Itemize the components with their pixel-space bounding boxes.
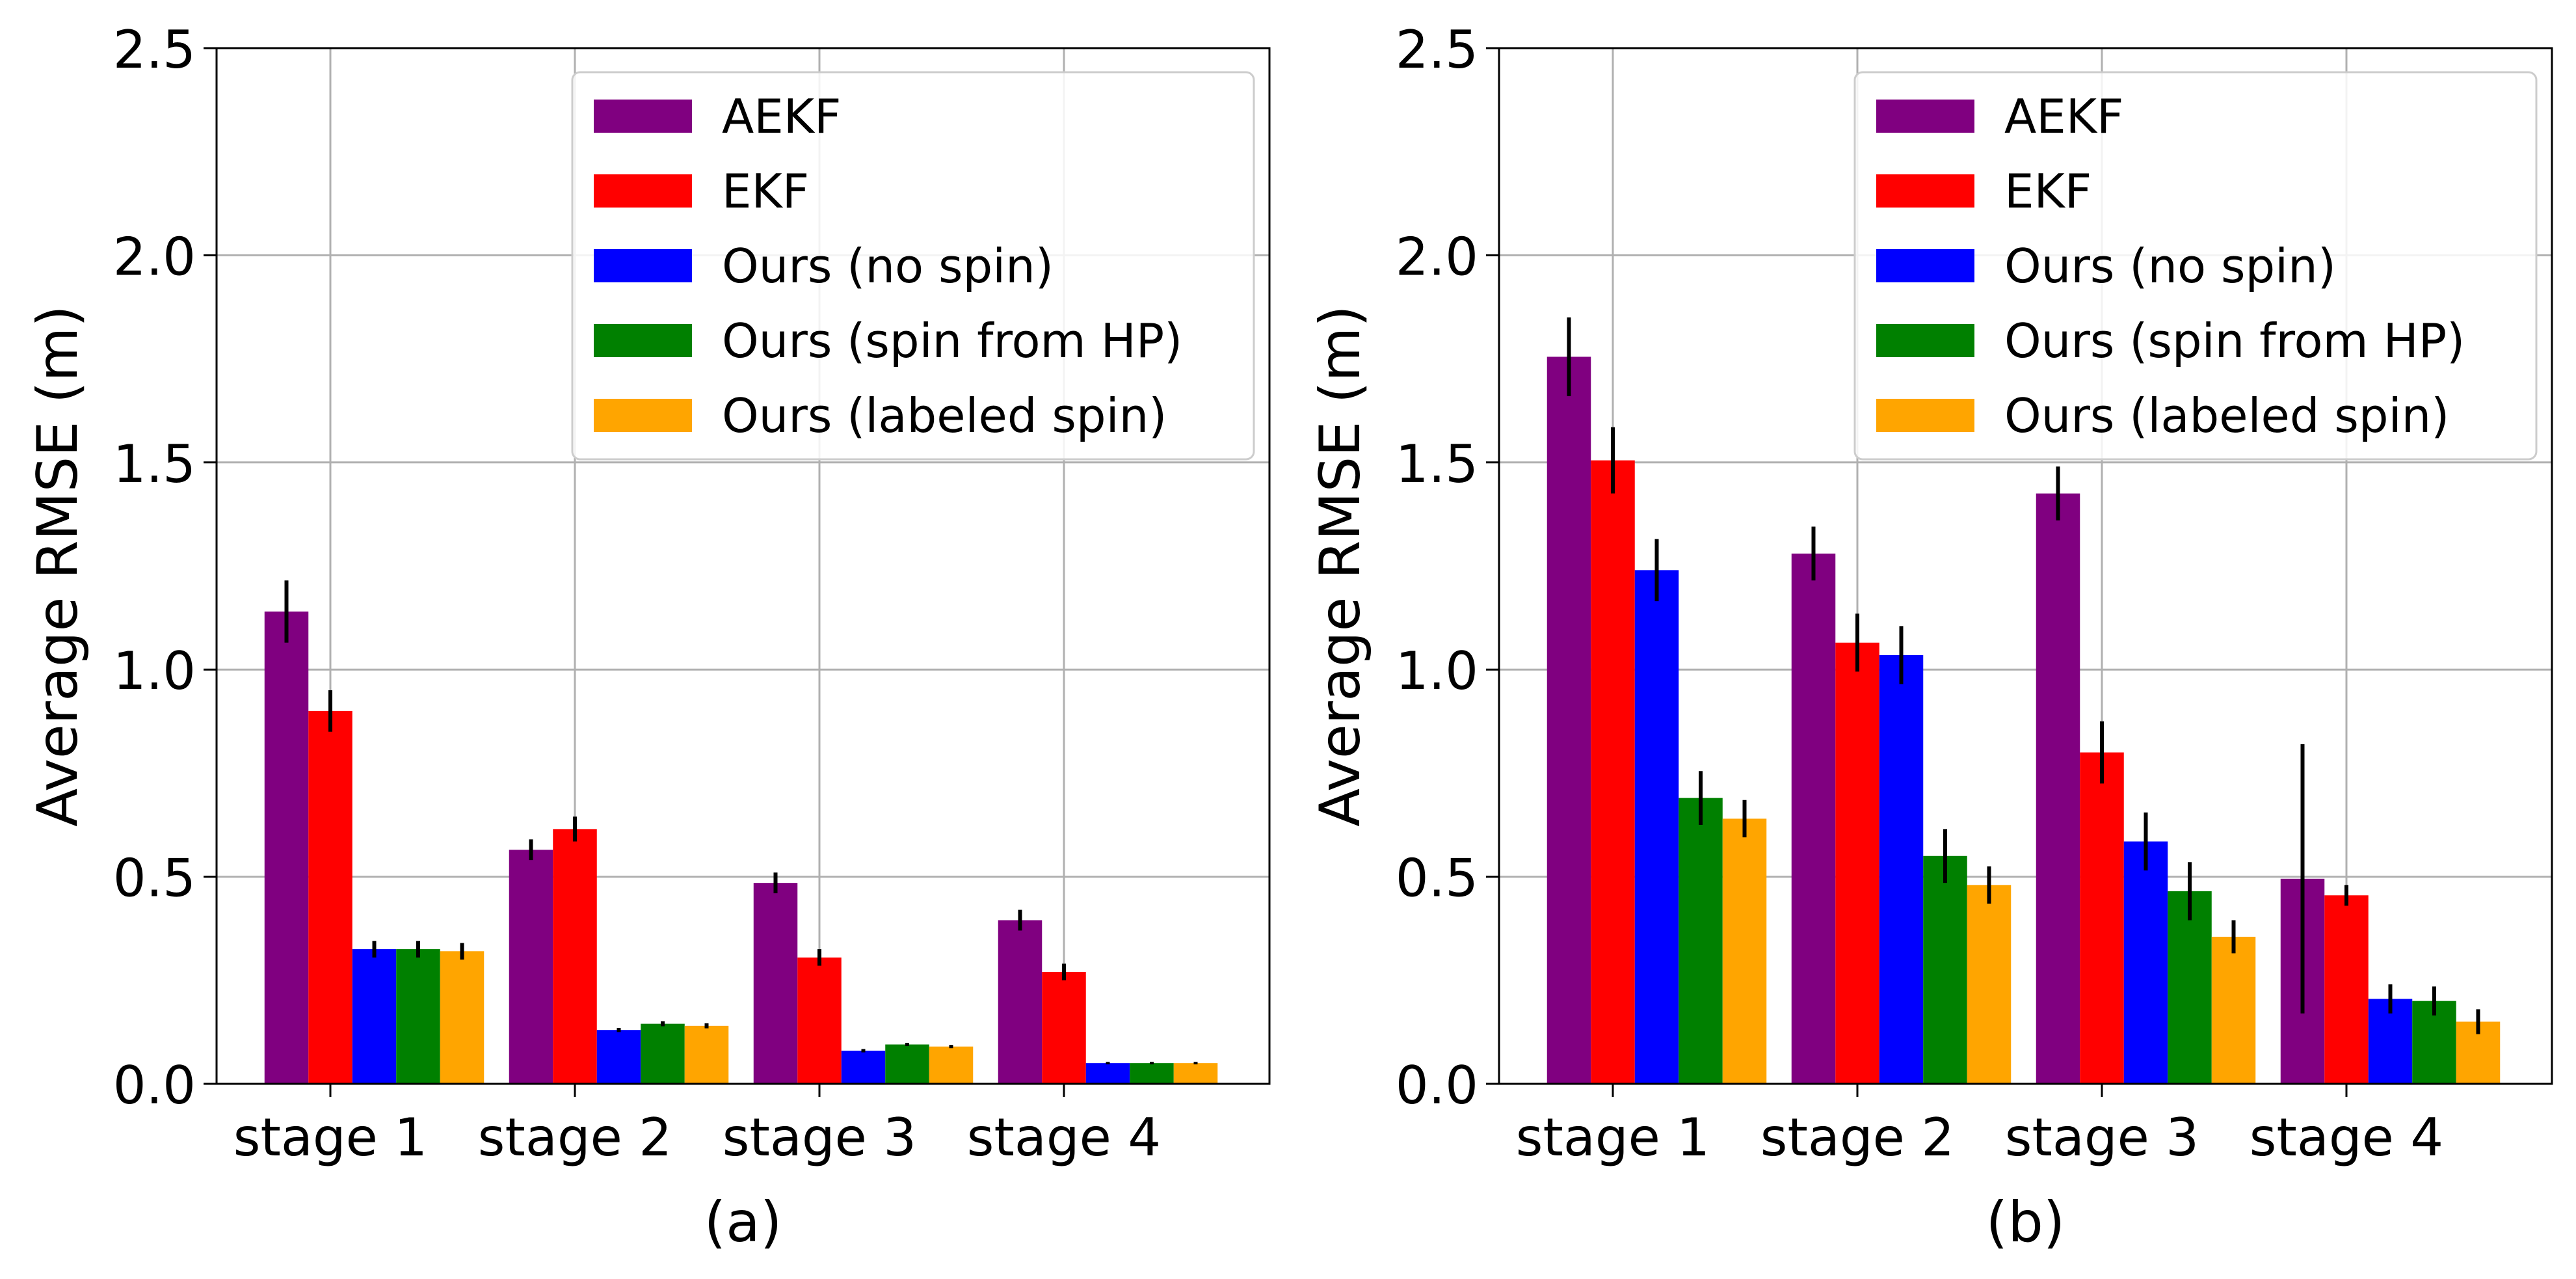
- legend-label: EKF: [2004, 164, 2091, 219]
- legend-box: [571, 71, 1255, 461]
- legend-box: [1853, 71, 2538, 461]
- bar-aekf-stage-4: [998, 920, 1042, 1084]
- legend-swatch-aekf: [1876, 100, 1974, 133]
- legend-label: Ours (spin from HP): [2004, 314, 2465, 368]
- bar-aekf-stage-2: [1791, 553, 1836, 1084]
- bar-ekf-stage-1: [308, 710, 352, 1084]
- y-axis-label: Average RMSE (m): [25, 305, 90, 827]
- legend-swatch-ours-no-spin: [594, 249, 692, 282]
- bar-ours-spin-from-hp-stage-2: [1923, 855, 1967, 1084]
- bar-aekf-stage-1: [1547, 357, 1591, 1084]
- y-axis-label: Average RMSE (m): [1308, 305, 1373, 827]
- bar-aekf-stage-1: [264, 612, 309, 1084]
- y-tick-label: 2.5: [1396, 20, 1478, 80]
- legend: AEKF EKF Ours (no spin) Ours (spin from HP)…: [571, 71, 1255, 461]
- y-tick-label: 2.5: [113, 20, 196, 80]
- bar-ekf-stage-4: [1042, 972, 1086, 1084]
- y-tick-label: 0.5: [113, 848, 196, 909]
- bar-ours-no-spin-stage-4: [1085, 1063, 1130, 1084]
- legend-swatch-ours-spin-from-hp: [594, 324, 692, 357]
- bars: [1547, 357, 2501, 1084]
- bar-ours-spin-from-hp-stage-2: [641, 1023, 685, 1084]
- bar-aekf-stage-2: [509, 850, 553, 1084]
- panel-caption: (a): [704, 1190, 782, 1255]
- y-tick-label: 1.5: [113, 434, 196, 494]
- x-axis-ticks: stage 1 stage 2 stage 3 stage 4: [1516, 1084, 2443, 1168]
- bar-ours-spin-from-hp-stage-3: [2168, 891, 2212, 1084]
- y-tick-label: 1.0: [1396, 641, 1478, 701]
- legend-label: Ours (spin from HP): [722, 314, 1182, 368]
- legend-label: Ours (no spin): [2004, 239, 2336, 293]
- x-tick-label: stage 1: [233, 1107, 427, 1168]
- legend-label: Ours (no spin): [722, 239, 1054, 293]
- legend: AEKF EKF Ours (no spin) Ours (spin from HP)…: [1853, 71, 2538, 461]
- legend-swatch-ours-no-spin: [1876, 249, 1974, 282]
- bar-ours-labeled-spin-stage-2: [684, 1025, 729, 1084]
- bar-ours-no-spin-stage-1: [1634, 570, 1679, 1084]
- error-bars: [284, 580, 1198, 1065]
- bar-ours-no-spin-stage-1: [352, 949, 397, 1084]
- x-tick-label: stage 4: [2250, 1107, 2443, 1168]
- x-tick-label: stage 3: [723, 1107, 916, 1168]
- bar-ours-labeled-spin-stage-3: [929, 1046, 974, 1084]
- legend-swatch-ours-labeled-spin: [1876, 399, 1974, 432]
- legend-swatch-ours-spin-from-hp: [1876, 324, 1974, 357]
- legend-swatch-ekf: [1876, 174, 1974, 208]
- x-tick-label: stage 3: [2005, 1107, 2199, 1168]
- y-tick-label: 1.5: [1396, 434, 1478, 494]
- y-tick-label: 0.0: [1396, 1055, 1478, 1116]
- x-tick-label: stage 4: [967, 1107, 1161, 1168]
- bar-aekf-stage-3: [753, 883, 798, 1084]
- bar-ekf-stage-2: [1835, 642, 1879, 1084]
- y-axis-ticks: 0.0 0.5 1.0 1.5 2.0 2.5: [113, 20, 217, 1116]
- legend-label: EKF: [722, 164, 809, 219]
- legend-swatch-ours-labeled-spin: [594, 399, 692, 432]
- legend-swatch-ekf: [594, 174, 692, 208]
- bar-ekf-stage-2: [553, 829, 597, 1084]
- bar-ours-labeled-spin-stage-4: [1173, 1063, 1218, 1084]
- legend-label: Ours (labeled spin): [722, 388, 1167, 443]
- legend-label: Ours (labeled spin): [2004, 388, 2449, 443]
- bar-ekf-stage-4: [2324, 895, 2369, 1084]
- bar-ours-spin-from-hp-stage-1: [396, 949, 440, 1084]
- legend-label: AEKF: [722, 89, 841, 144]
- panel-caption: (b): [1986, 1190, 2065, 1255]
- plot-frame: [1498, 47, 2553, 1085]
- bar-ours-labeled-spin-stage-3: [2211, 936, 2256, 1084]
- bar-ekf-stage-3: [797, 957, 842, 1084]
- plot-frame: [215, 47, 1271, 1085]
- bar-ours-no-spin-stage-2: [596, 1030, 641, 1084]
- y-axis-ticks: 0.0 0.5 1.0 1.5 2.0 2.5: [1396, 20, 1499, 1116]
- bar-ours-spin-from-hp-stage-4: [1130, 1063, 1174, 1084]
- bar-ours-no-spin-stage-2: [1879, 654, 1924, 1084]
- error-bars: [1567, 317, 2480, 1034]
- bar-aekf-stage-3: [2036, 493, 2080, 1084]
- bars: [264, 612, 1218, 1084]
- chart-panel-a: 0.0 0.5 1.0 1.5 2.0 2.5 stage 1 stage 2 stage 3…: [25, 20, 1271, 1255]
- legend-label: AEKF: [2004, 89, 2123, 144]
- x-tick-label: stage 1: [1516, 1107, 1710, 1168]
- y-tick-label: 0.5: [1396, 848, 1478, 909]
- x-tick-label: stage 2: [1760, 1107, 1954, 1168]
- bar-ours-labeled-spin-stage-2: [1967, 885, 2012, 1084]
- bar-ours-no-spin-stage-3: [2123, 841, 2168, 1084]
- bar-ekf-stage-1: [1591, 460, 1635, 1084]
- x-axis-ticks: stage 1 stage 2 stage 3 stage 4: [233, 1084, 1161, 1168]
- y-tick-label: 1.0: [113, 641, 196, 701]
- bar-ours-spin-from-hp-stage-1: [1679, 798, 1723, 1084]
- bar-ours-spin-from-hp-stage-3: [885, 1044, 929, 1084]
- y-tick-label: 2.0: [1396, 226, 1478, 287]
- y-tick-label: 0.0: [113, 1055, 196, 1116]
- bar-ours-labeled-spin-stage-1: [440, 951, 485, 1084]
- bar-ours-no-spin-stage-3: [841, 1051, 886, 1084]
- legend-swatch-aekf: [594, 100, 692, 133]
- bar-ekf-stage-3: [2080, 752, 2124, 1084]
- bar-ours-labeled-spin-stage-1: [1722, 818, 1767, 1084]
- x-tick-label: stage 2: [478, 1107, 672, 1168]
- y-tick-label: 2.0: [113, 226, 196, 287]
- chart-panel-b: 0.0 0.5 1.0 1.5 2.0 2.5 stage 1 stage 2 stage 3…: [1308, 20, 2553, 1255]
